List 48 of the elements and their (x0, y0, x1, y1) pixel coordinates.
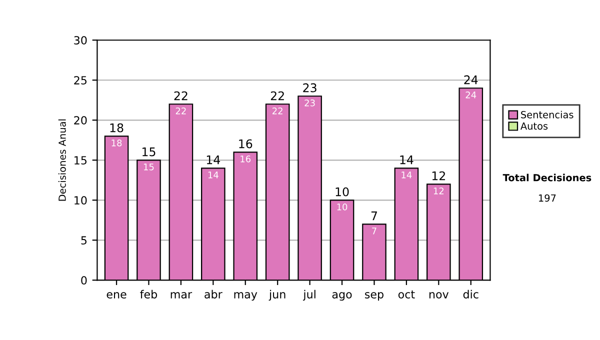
data-label: 18 (112, 139, 122, 146)
data-label: 7 (372, 228, 376, 234)
x-tick-label: ago (332, 292, 352, 301)
y-tick-label: 15 (74, 156, 87, 165)
x-tick-label: ene (106, 292, 126, 298)
total-label: 14 (400, 155, 414, 164)
data-label: 22 (176, 107, 186, 114)
x-tick-label: may (234, 292, 258, 301)
data-label: 10 (337, 204, 348, 210)
x-tick-label: feb (140, 290, 158, 298)
data-label: 12 (434, 188, 444, 194)
legend-label: Sentencias (521, 110, 574, 118)
x-tick-label: dic (463, 290, 478, 298)
data-label: 15 (144, 164, 154, 170)
data-label: 16 (240, 156, 251, 162)
y-axis-title: Decisiones Anual (58, 119, 66, 201)
text: 197 (538, 194, 556, 202)
x-tick-label: jul (303, 290, 316, 301)
total-label: 10 (336, 187, 349, 196)
total-label: 24 (464, 75, 478, 84)
x-tick-label: oct (398, 290, 415, 298)
legend-label: Autos (520, 122, 548, 130)
data-label: 23 (304, 99, 315, 106)
y-tick-label: 30 (74, 36, 87, 44)
x-tick-label: abr (204, 290, 222, 298)
data-label: 22 (272, 107, 282, 114)
y-tick-label: 10 (74, 196, 87, 205)
y-tick-label: 25 (74, 76, 87, 85)
text: Total Decisiones (502, 174, 592, 182)
x-tick-label: nov (429, 292, 449, 298)
y-tick-label: 0 (81, 276, 87, 285)
y-tick-label: 5 (81, 236, 87, 245)
total-label: 15 (142, 147, 156, 156)
x-tick-label: jun (268, 290, 286, 301)
total-label: 18 (110, 123, 124, 132)
total-label: 14 (206, 155, 220, 164)
data-label: 24 (466, 91, 476, 98)
data-label: 14 (208, 172, 218, 178)
total-label: 22 (270, 91, 284, 100)
data-label: 14 (402, 172, 412, 178)
y-tick-label: 20 (74, 116, 87, 125)
total-label: 22 (174, 91, 188, 100)
total-label: 16 (239, 139, 252, 148)
total-label: 12 (432, 171, 445, 180)
x-tick-label: mar (170, 292, 192, 298)
x-tick-label: sep (364, 292, 384, 301)
total-label: 23 (303, 83, 316, 92)
total-label: 7 (371, 211, 377, 220)
